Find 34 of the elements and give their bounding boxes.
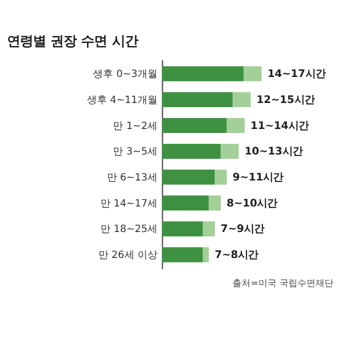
y-tick-label: 생후 4~11개월 — [86, 94, 158, 106]
total-label: 9~11시간 — [232, 172, 284, 184]
total-label: 7~9시간 — [220, 223, 264, 236]
y-tick-label: 만 26세 이상 — [98, 250, 158, 262]
total-label: 8~10시간 — [226, 197, 278, 210]
bar — [214, 170, 227, 185]
y-tick-label: 만 14~17세 — [100, 198, 158, 210]
bar — [202, 247, 209, 262]
y-tick-label: 만 18~25세 — [100, 224, 158, 236]
bar — [162, 66, 244, 82]
bar — [162, 170, 215, 185]
bar — [244, 66, 262, 82]
y-tick-label: 만 1~2세 — [113, 120, 158, 132]
bar — [162, 196, 209, 211]
bar — [220, 144, 239, 159]
bar — [162, 221, 203, 236]
total-label: 11~14시간 — [250, 120, 308, 132]
y-tick-label: 만 3~5세 — [113, 146, 158, 158]
bar — [162, 92, 233, 108]
bar — [202, 221, 215, 236]
total-label: 7~8시간 — [214, 249, 258, 262]
total-label: 12~15시간 — [256, 94, 314, 106]
bar — [162, 247, 203, 262]
y-tick-label: 만 6~13세 — [106, 172, 158, 184]
bar — [232, 92, 251, 108]
y-tick-label: 생후 0~3개월 — [93, 69, 158, 80]
total-label: 14~17시간 — [267, 68, 326, 80]
chart-title: 연령별 권장 수면 시간 — [6, 34, 138, 50]
bar — [162, 144, 221, 159]
bar — [208, 196, 221, 211]
bar — [162, 118, 227, 133]
total-label: 10~13시간 — [244, 146, 302, 158]
source-note: 출처=미국 국립수면재단 — [232, 278, 334, 290]
bar — [226, 118, 245, 133]
